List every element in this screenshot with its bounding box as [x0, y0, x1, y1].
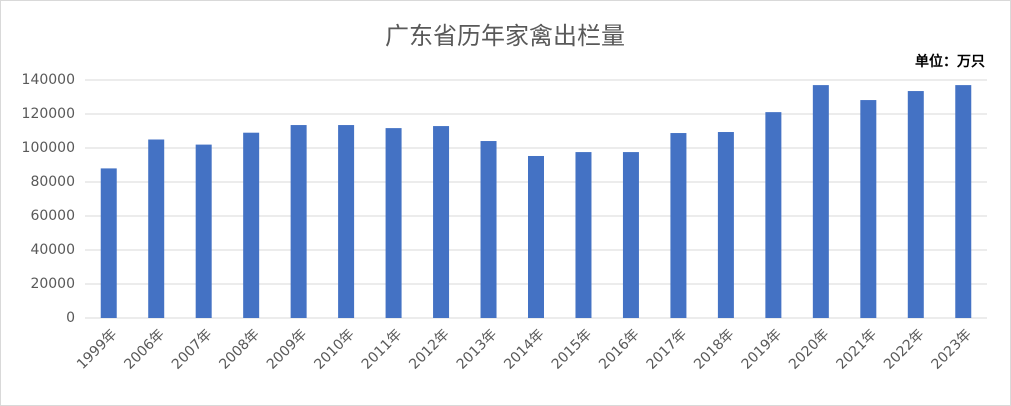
bar [385, 128, 402, 318]
bar [812, 85, 829, 318]
bar [860, 100, 877, 318]
bar [290, 125, 307, 318]
y-tick-label: 20000 [30, 276, 75, 292]
y-tick-label: 60000 [30, 208, 75, 224]
bar [670, 133, 687, 318]
y-tick-label: 140000 [22, 72, 75, 88]
bar [955, 85, 972, 318]
chart-title: 广东省历年家禽出栏量 [385, 22, 625, 50]
y-tick-label: 100000 [22, 140, 75, 156]
bar [100, 168, 117, 318]
bar [433, 126, 450, 318]
bar [528, 155, 544, 318]
bar [338, 125, 355, 318]
bar [148, 139, 165, 318]
bar [907, 91, 924, 318]
bar [195, 144, 212, 318]
y-tick-label: 80000 [30, 174, 75, 190]
y-tick-label: 0 [66, 310, 75, 326]
y-tick-label: 40000 [30, 242, 75, 258]
unit-annotation: 单位：万只 [915, 53, 985, 70]
bar [575, 152, 592, 318]
bar [622, 152, 639, 318]
bar [717, 132, 734, 318]
bar [765, 112, 782, 318]
bar [243, 132, 260, 318]
y-tick-label: 120000 [22, 106, 75, 122]
bar [480, 141, 497, 318]
